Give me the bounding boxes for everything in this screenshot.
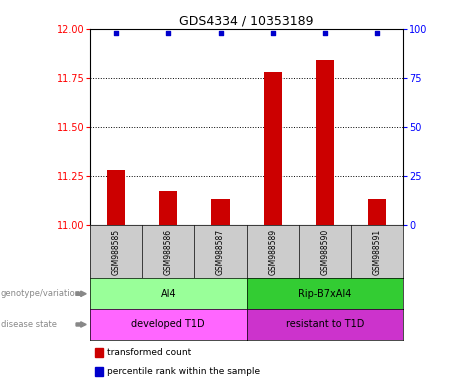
Point (217, 30, 224, 36)
Text: GSM988590: GSM988590 (320, 228, 330, 275)
Text: GSM988586: GSM988586 (164, 228, 173, 275)
Text: GSM988585: GSM988585 (112, 228, 120, 275)
Text: percentile rank within the sample: percentile rank within the sample (107, 367, 260, 376)
Bar (316, 60, 334, 225)
Text: developed T1D: developed T1D (131, 319, 205, 329)
Point (321, 30, 329, 36)
Point (112, 30, 120, 36)
Bar (107, 170, 125, 225)
Text: Rip-B7xAI4: Rip-B7xAI4 (298, 289, 352, 299)
Bar (211, 199, 230, 225)
Text: transformed count: transformed count (107, 348, 192, 357)
Bar (368, 199, 386, 225)
Text: genotype/variation: genotype/variation (1, 289, 81, 298)
Title: GDS4334 / 10353189: GDS4334 / 10353189 (179, 15, 314, 28)
Text: AI4: AI4 (160, 289, 176, 299)
Bar (264, 72, 282, 225)
Text: GSM988587: GSM988587 (216, 228, 225, 275)
Point (165, 30, 172, 36)
Point (373, 30, 381, 36)
Text: disease state: disease state (1, 320, 57, 329)
Text: GSM988589: GSM988589 (268, 228, 277, 275)
Point (269, 30, 277, 36)
Text: resistant to T1D: resistant to T1D (286, 319, 364, 329)
Text: GSM988591: GSM988591 (373, 228, 382, 275)
Bar (159, 191, 177, 225)
